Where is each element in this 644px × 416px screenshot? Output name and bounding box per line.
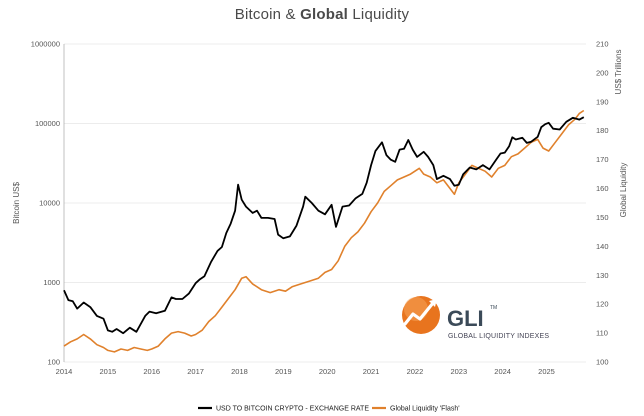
left-axis-label: Bitcoin US$: [12, 182, 21, 224]
left-tick-label: 10000: [39, 199, 60, 208]
x-tick-label: 2019: [275, 367, 292, 376]
x-tick-label: 2014: [56, 367, 73, 376]
x-tick-label: 2022: [407, 367, 424, 376]
title-plain: Bitcoin &: [234, 6, 301, 23]
chart-title: Bitcoin & Global Liquidity: [0, 6, 644, 23]
right-axis-label: Global Liquidity: [619, 163, 628, 218]
right-tick-label: 200: [596, 68, 609, 77]
title-rest: Liquidity: [348, 6, 410, 23]
x-tick-label: 2016: [143, 367, 160, 376]
right-tick-label: 170: [596, 155, 609, 164]
x-tick-label: 2024: [494, 367, 511, 376]
gli-logo: GLI TM GLOBAL LIQUIDITY INDEXES: [402, 296, 549, 340]
x-axis-ticks: 2014 2015 2016 2017 2018 2019 2020 2021 2022 2023…: [56, 367, 555, 376]
left-tick-label: 1000: [43, 278, 60, 287]
x-tick-label: 2020: [319, 367, 336, 376]
grid-lines: [64, 43, 586, 363]
gli-logo-icon: [402, 296, 440, 334]
series-layer: [63, 109, 585, 353]
x-tick-label: 2017: [187, 367, 204, 376]
right-axis-ticks: 100 110 120 130 140 150 160 170 180 190 200 210: [596, 40, 609, 367]
right-tick-label: 160: [596, 184, 609, 193]
left-tick-label: 1000000: [31, 40, 60, 49]
left-tick-label: 100: [47, 358, 60, 367]
logo-tm: TM: [490, 305, 497, 311]
right-tick-label: 140: [596, 242, 609, 251]
legend-label-bitcoin: USD TO BITCOIN CRYPTO - EXCHANGE RATE: [216, 406, 369, 413]
x-tick-label: 2023: [450, 367, 467, 376]
right-tick-label: 110: [596, 329, 608, 338]
legend: USD TO BITCOIN CRYPTO - EXCHANGE RATE Gl…: [198, 406, 460, 413]
series-line-bitcoin: [63, 116, 585, 335]
right-tick-label: 130: [596, 271, 609, 280]
right-tick-label: 100: [596, 358, 609, 367]
x-tick-label: 2021: [363, 367, 380, 376]
right-tick-label: 210: [596, 40, 609, 49]
right-axis-label-top: US$ Trillions: [614, 50, 623, 95]
left-axis-ticks: 100 1000 10000 100000 1000000: [31, 40, 60, 367]
title-bold: Global: [300, 6, 349, 23]
right-tick-label: 190: [596, 97, 609, 106]
left-tick-label: 100000: [35, 119, 60, 128]
right-tick-label: 150: [596, 213, 609, 222]
series-line-global-liquidity: [63, 109, 585, 353]
x-tick-label: 2025: [538, 367, 555, 376]
right-tick-label: 180: [596, 126, 609, 135]
x-tick-label: 2015: [100, 367, 117, 376]
x-tick-label: 2018: [231, 367, 248, 376]
logo-name: GLI: [447, 306, 484, 331]
logo-subtitle: GLOBAL LIQUIDITY INDEXES: [448, 333, 549, 340]
legend-label-liquidity: Global Liquidity 'Flash': [390, 406, 460, 413]
right-tick-label: 120: [596, 300, 609, 309]
